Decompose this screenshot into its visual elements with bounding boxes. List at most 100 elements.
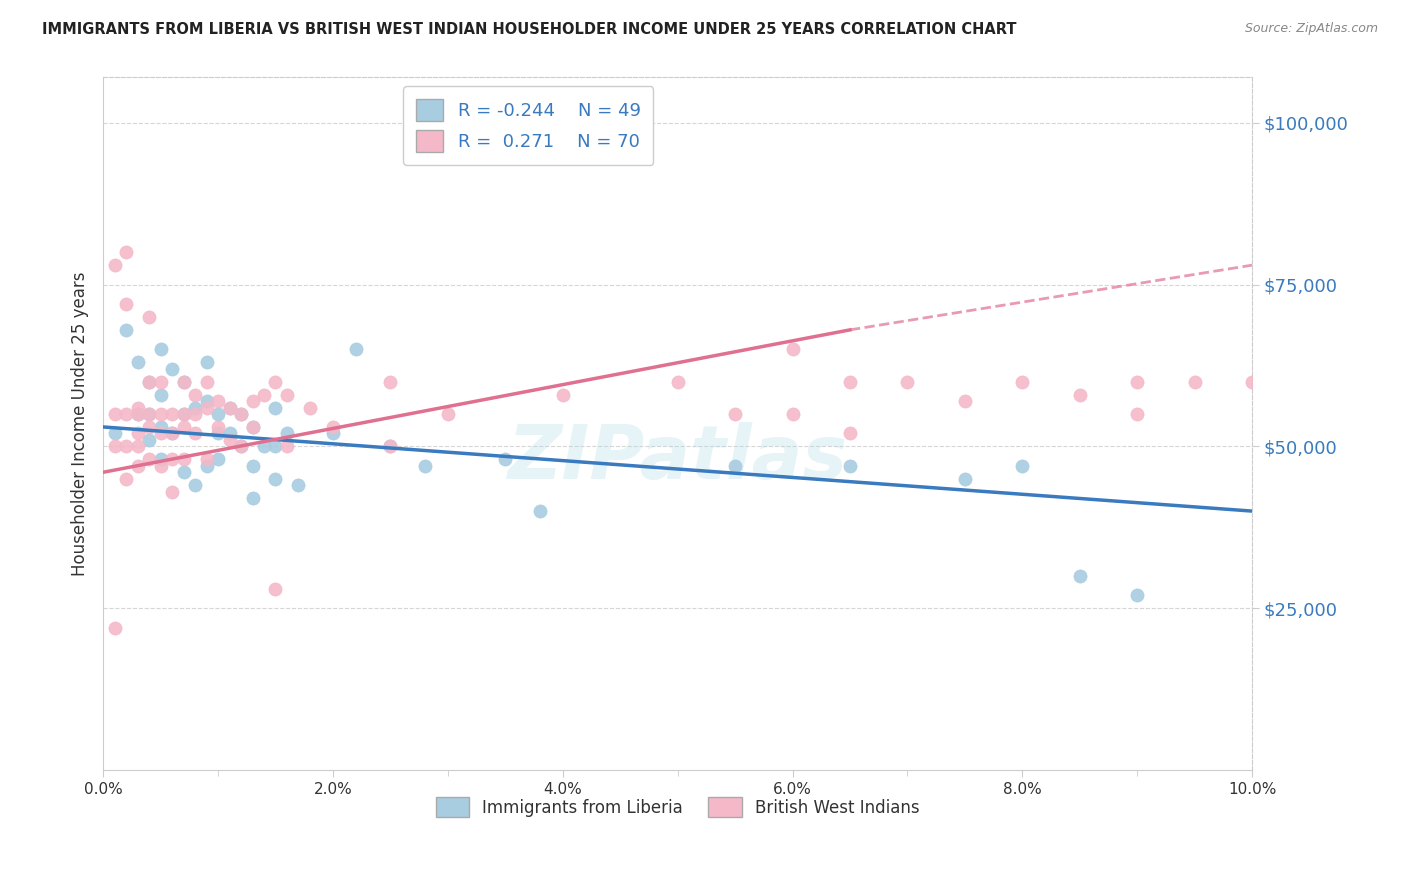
Point <box>207 420 229 434</box>
Point <box>229 407 252 421</box>
Point <box>138 407 160 421</box>
Point <box>264 439 287 453</box>
Point <box>380 439 402 453</box>
Point <box>839 458 862 473</box>
Point <box>242 420 264 434</box>
Point <box>149 387 172 401</box>
Point <box>1011 458 1033 473</box>
Point <box>127 458 149 473</box>
Point <box>666 375 689 389</box>
Point <box>242 420 264 434</box>
Point <box>160 484 183 499</box>
Point <box>195 375 218 389</box>
Point <box>104 621 127 635</box>
Point <box>529 504 551 518</box>
Point <box>160 361 183 376</box>
Point <box>195 401 218 415</box>
Point <box>264 582 287 596</box>
Point <box>195 452 218 467</box>
Point <box>380 439 402 453</box>
Point <box>127 401 149 415</box>
Point <box>242 394 264 409</box>
Point <box>173 407 195 421</box>
Point <box>322 426 344 441</box>
Point <box>104 426 127 441</box>
Point <box>1126 407 1149 421</box>
Point <box>287 478 309 492</box>
Point <box>173 465 195 479</box>
Point <box>253 439 276 453</box>
Point <box>229 407 252 421</box>
Point <box>127 407 149 421</box>
Point <box>138 375 160 389</box>
Point <box>276 387 298 401</box>
Point <box>437 407 460 421</box>
Point <box>184 387 207 401</box>
Point <box>115 323 138 337</box>
Point <box>138 310 160 324</box>
Point <box>276 426 298 441</box>
Point <box>1184 375 1206 389</box>
Point <box>1069 569 1091 583</box>
Point <box>115 297 138 311</box>
Point <box>149 426 172 441</box>
Text: ZIPatlas: ZIPatlas <box>508 422 848 495</box>
Point <box>160 407 183 421</box>
Point <box>724 458 747 473</box>
Point <box>344 343 367 357</box>
Point <box>138 420 160 434</box>
Point <box>184 407 207 421</box>
Point <box>264 375 287 389</box>
Point <box>276 439 298 453</box>
Point <box>173 420 195 434</box>
Y-axis label: Householder Income Under 25 years: Householder Income Under 25 years <box>72 271 89 576</box>
Point <box>229 439 252 453</box>
Point <box>264 401 287 415</box>
Point <box>173 375 195 389</box>
Point <box>1069 387 1091 401</box>
Point <box>173 452 195 467</box>
Legend: Immigrants from Liberia, British West Indians: Immigrants from Liberia, British West In… <box>429 790 927 824</box>
Point <box>953 472 976 486</box>
Point <box>413 458 436 473</box>
Point <box>160 426 183 441</box>
Point <box>149 458 172 473</box>
Point <box>242 491 264 505</box>
Point <box>839 375 862 389</box>
Point <box>1241 375 1264 389</box>
Point <box>184 426 207 441</box>
Point <box>218 401 240 415</box>
Point <box>494 452 516 467</box>
Point <box>138 433 160 447</box>
Point <box>1011 375 1033 389</box>
Point <box>127 407 149 421</box>
Point <box>322 420 344 434</box>
Point <box>195 458 218 473</box>
Point <box>149 343 172 357</box>
Point <box>207 394 229 409</box>
Point <box>149 452 172 467</box>
Point <box>127 426 149 441</box>
Point <box>115 472 138 486</box>
Point <box>160 426 183 441</box>
Point <box>160 452 183 467</box>
Point <box>953 394 976 409</box>
Point <box>173 407 195 421</box>
Point <box>264 472 287 486</box>
Point <box>115 245 138 260</box>
Point <box>380 375 402 389</box>
Point <box>138 375 160 389</box>
Point <box>782 407 804 421</box>
Point <box>115 407 138 421</box>
Point <box>173 375 195 389</box>
Point <box>207 426 229 441</box>
Point <box>115 439 138 453</box>
Point <box>207 407 229 421</box>
Point <box>138 452 160 467</box>
Point <box>298 401 321 415</box>
Point <box>149 375 172 389</box>
Point <box>1126 588 1149 602</box>
Point <box>253 387 276 401</box>
Text: IMMIGRANTS FROM LIBERIA VS BRITISH WEST INDIAN HOUSEHOLDER INCOME UNDER 25 YEARS: IMMIGRANTS FROM LIBERIA VS BRITISH WEST … <box>42 22 1017 37</box>
Point <box>218 433 240 447</box>
